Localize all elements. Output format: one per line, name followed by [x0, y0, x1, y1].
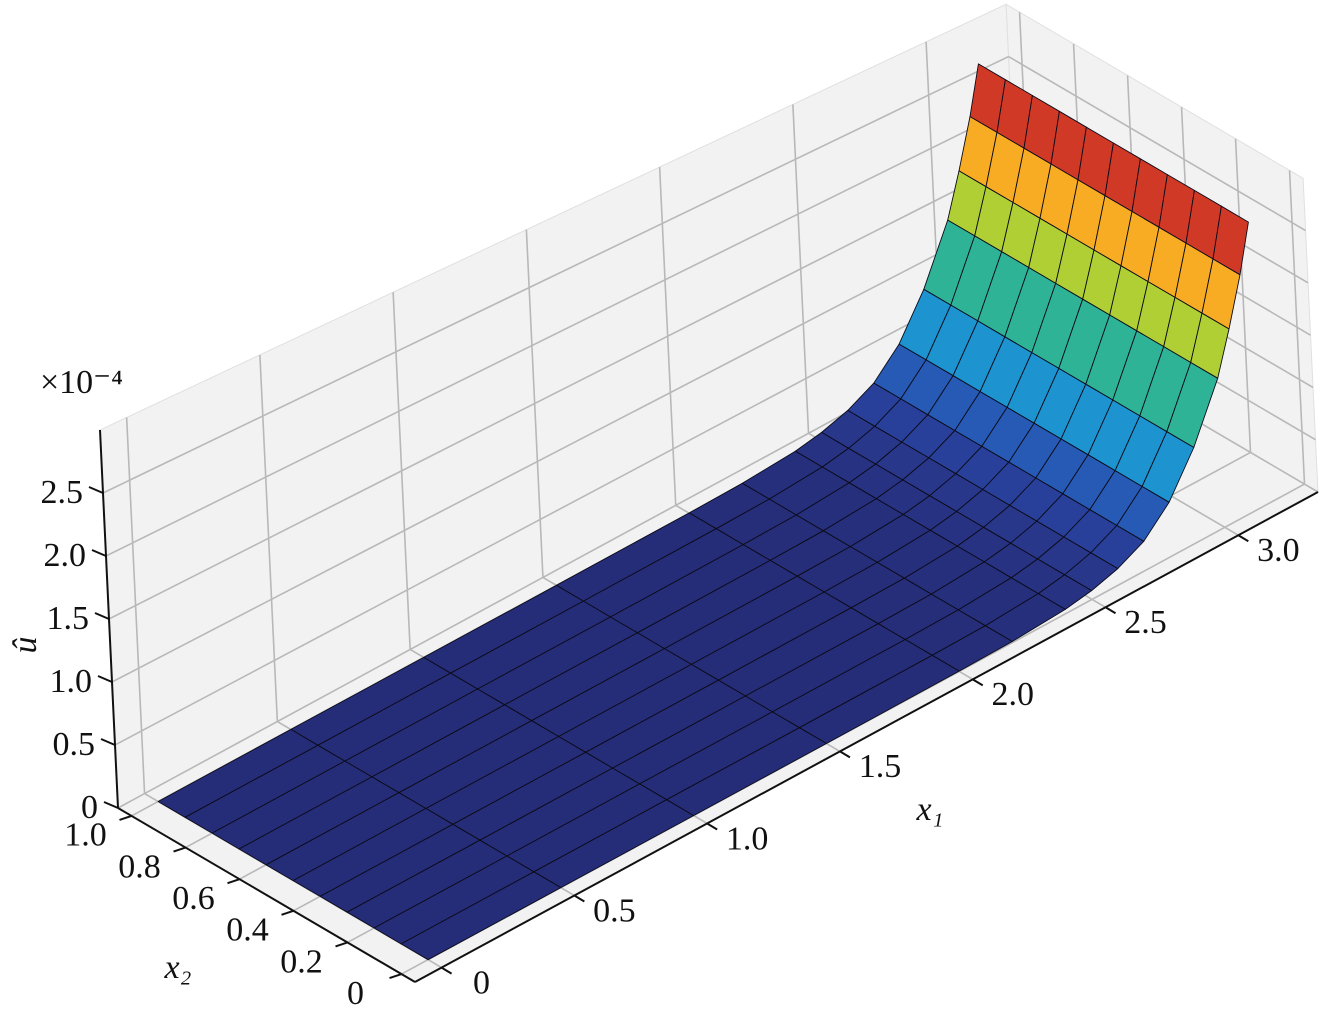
axes: 00.51.01.52.02.53.000.20.40.60.81.000.51… [41, 429, 1319, 1012]
x-tick-label: 3.0 [1257, 532, 1300, 569]
y-tick [227, 878, 240, 885]
z-tick-label: 2.0 [44, 537, 87, 574]
grid-line [114, 265, 1019, 746]
x-tick [441, 966, 453, 975]
x-axis-line [414, 491, 1319, 983]
x-tick [573, 894, 585, 903]
y-tick [119, 814, 132, 821]
grid-line [111, 212, 1017, 683]
z-tick [97, 675, 113, 683]
y-tick [389, 973, 402, 980]
grid-line [105, 108, 1012, 557]
y-tick-label: 1.0 [64, 817, 107, 854]
x-axis-label: x₁ [916, 791, 944, 828]
z-tick [103, 801, 119, 809]
z-tick [100, 738, 116, 746]
z-tick-label: 0.5 [53, 726, 96, 763]
x-tick [1105, 606, 1117, 615]
z-multiplier: ×10⁻⁴ [40, 364, 123, 401]
x-tick [839, 750, 851, 759]
y-tick-label: 0 [347, 975, 364, 1012]
z-tick [91, 549, 107, 557]
y-tick-label: 0.6 [172, 880, 215, 917]
z-tick-label: 2.5 [41, 474, 84, 511]
x-tick [1237, 534, 1249, 543]
x-tick-label: 2.0 [991, 676, 1034, 713]
z-tick [94, 612, 110, 620]
z-tick-label: 1.5 [47, 600, 90, 637]
x-tick-label: 0.5 [593, 892, 636, 929]
grid-line [108, 160, 1014, 620]
grid-line [1008, 55, 1306, 232]
y-axis-line [117, 807, 416, 983]
z-tick-label: 0 [81, 789, 98, 826]
y-tick-label: 0.2 [280, 943, 323, 980]
x-tick [972, 678, 984, 687]
y-tick [281, 909, 294, 916]
y-tick [335, 941, 348, 948]
x-tick-label: 2.5 [1124, 604, 1167, 641]
surface [157, 63, 1249, 961]
y-tick-label: 0.8 [118, 848, 161, 885]
z-tick-label: 1.0 [50, 663, 93, 700]
grid-line [102, 55, 1009, 494]
x-tick [706, 822, 718, 831]
y-axis-label: x₂ [164, 949, 192, 986]
x-tick-label: 1.5 [859, 748, 902, 785]
x-tick-label: 0 [473, 964, 490, 1001]
y-tick [173, 846, 186, 853]
x-tick-label: 1.0 [726, 820, 769, 857]
z-tick [88, 486, 104, 494]
surface-face [400, 871, 562, 961]
z-axis-label: û [7, 637, 44, 654]
y-tick-label: 0.4 [226, 912, 269, 949]
